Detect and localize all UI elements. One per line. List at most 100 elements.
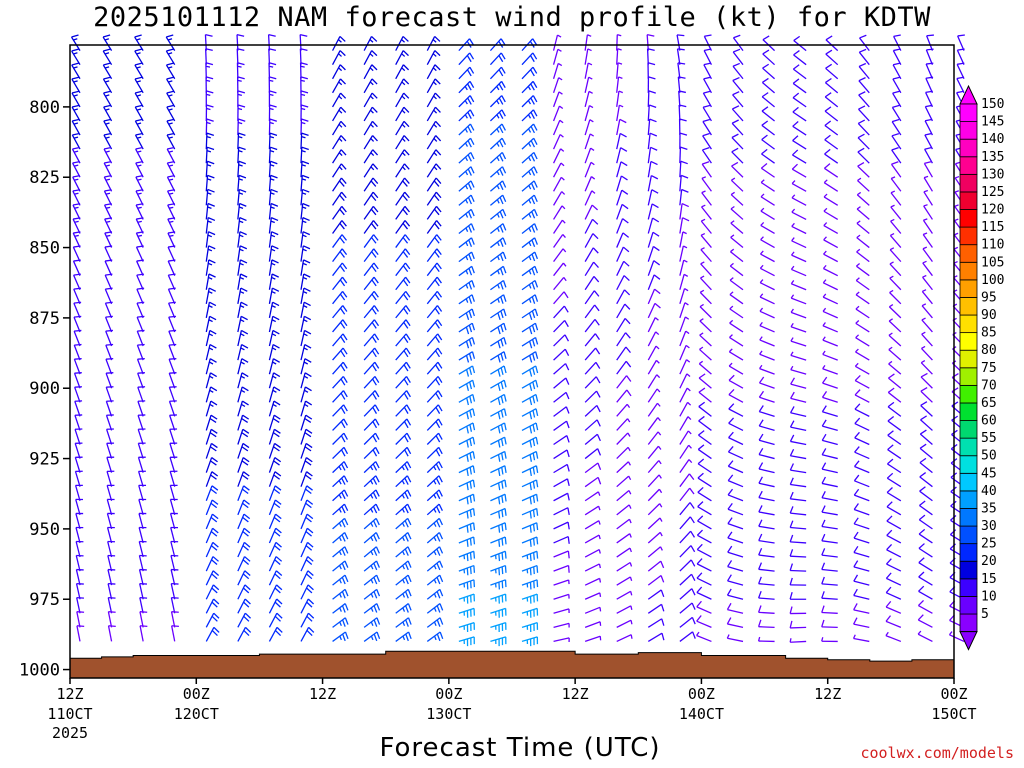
wind-barb — [458, 137, 475, 150]
y-tick-label: 975 — [29, 590, 60, 610]
wind-barb — [647, 160, 658, 178]
wind-barb — [701, 204, 712, 220]
wind-barb — [363, 375, 380, 389]
wind-barb — [679, 259, 688, 276]
wind-barb — [300, 118, 309, 136]
wind-barb — [300, 485, 313, 501]
wind-barb — [268, 301, 280, 319]
wind-barb — [789, 406, 807, 417]
wind-barb — [521, 479, 539, 491]
wind-barb — [616, 303, 631, 319]
wind-barb — [584, 333, 600, 347]
wind-barb — [105, 372, 114, 389]
wind-barb — [107, 554, 116, 572]
wind-barb — [823, 236, 839, 249]
wind-barb — [822, 293, 838, 305]
wind-barb — [300, 287, 311, 304]
wind-barb — [893, 34, 902, 51]
wind-barb — [395, 163, 410, 178]
wind-barb — [458, 507, 476, 519]
wind-barb — [363, 248, 379, 263]
wind-barb — [169, 498, 178, 516]
wind-barb — [205, 499, 219, 516]
wind-barb — [821, 605, 838, 614]
wind-barb — [395, 617, 412, 628]
wind-barb — [521, 223, 538, 235]
wind-barb — [647, 488, 663, 502]
wind-barb — [426, 35, 441, 51]
colorbar-label: 45 — [981, 466, 997, 481]
wind-barb — [920, 345, 933, 361]
wind-barb — [73, 343, 82, 361]
wind-barb — [426, 603, 444, 614]
wind-barb — [490, 279, 507, 291]
wind-barb — [395, 92, 410, 108]
wind-barb — [72, 160, 81, 178]
wind-barb — [822, 336, 838, 347]
wind-barb — [956, 48, 965, 65]
wind-barb — [521, 322, 539, 335]
wind-barb — [458, 465, 476, 477]
wind-barb — [332, 503, 349, 516]
wind-barb — [922, 274, 933, 291]
wind-barb — [822, 307, 838, 319]
wind-barb — [490, 379, 507, 391]
wind-barb — [106, 470, 115, 487]
wind-barb — [138, 498, 147, 516]
wind-barb — [395, 375, 411, 389]
wind-barb — [72, 259, 81, 276]
wind-barb — [332, 560, 349, 572]
wind-barb — [647, 132, 658, 150]
wind-barb — [758, 419, 775, 432]
wind-barb — [426, 248, 442, 263]
wind-barb — [395, 149, 410, 164]
colorbar-label: 40 — [981, 484, 997, 499]
wind-barb — [732, 91, 744, 108]
wind-barb — [921, 317, 933, 333]
wind-barb — [616, 203, 629, 220]
wind-barb — [332, 290, 348, 305]
plot-frame — [69, 44, 955, 679]
wind-barb — [490, 550, 507, 562]
colorbar-label: 105 — [981, 255, 1004, 270]
wind-barb — [918, 514, 933, 530]
wind-barb — [584, 133, 595, 150]
wind-barb — [616, 175, 628, 192]
wind-barb — [856, 191, 870, 206]
wind-barb — [729, 262, 744, 277]
x-tick-date: 120CT — [174, 705, 219, 723]
x-tick-date: 130CT — [426, 705, 471, 723]
wind-barb — [553, 234, 566, 248]
wind-barb — [890, 218, 902, 234]
colorbar-label: 125 — [981, 185, 1004, 200]
wind-barb — [205, 62, 214, 79]
wind-barb — [300, 584, 314, 600]
colorbar-swatch — [959, 455, 978, 474]
wind-barb — [553, 334, 570, 347]
wind-barb — [268, 160, 278, 178]
wind-barb — [553, 637, 570, 643]
wind-barb — [300, 146, 309, 164]
wind-barb — [822, 264, 839, 277]
wind-barb — [73, 357, 82, 375]
wind-barb — [758, 576, 775, 586]
wind-barb — [696, 615, 712, 628]
wind-barb — [701, 176, 712, 192]
wind-barb — [553, 550, 570, 559]
wind-barb — [237, 400, 249, 417]
wind-barb — [490, 579, 507, 590]
wind-barb — [395, 333, 411, 347]
wind-barb — [856, 206, 870, 220]
wind-barb — [553, 478, 570, 488]
wind-barb — [552, 148, 565, 164]
wind-barb — [300, 527, 314, 544]
wind-barb — [647, 217, 660, 234]
wind-barb — [732, 34, 744, 52]
wind-barb — [205, 301, 217, 319]
credit-link[interactable]: coolwx.com/models — [860, 744, 1014, 762]
wind-barb — [205, 329, 217, 347]
wind-barb — [205, 202, 215, 220]
wind-barb — [170, 554, 179, 572]
wind-barb — [889, 247, 902, 263]
